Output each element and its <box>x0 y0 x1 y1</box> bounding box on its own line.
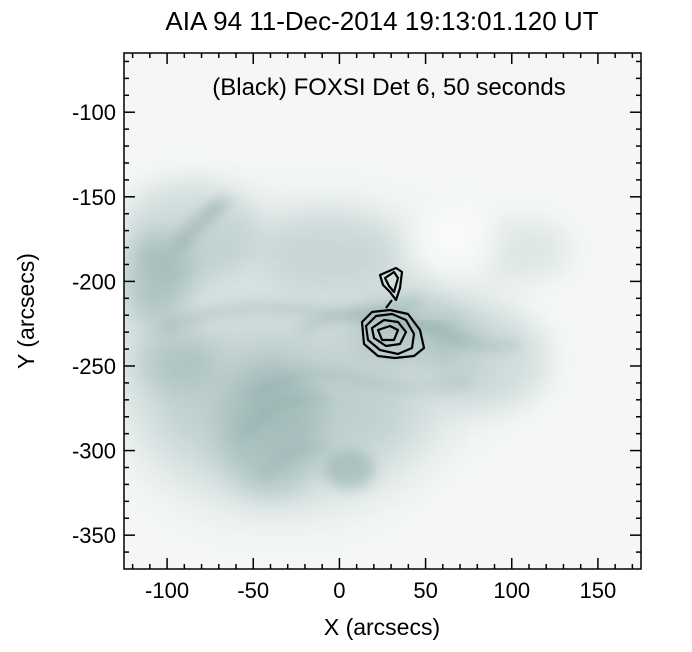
x-tick-label: 50 <box>413 578 437 603</box>
contour-main-outer <box>360 308 426 360</box>
y-tick-label: -150 <box>72 185 116 210</box>
y-tick-label: -200 <box>72 269 116 294</box>
plot-frame <box>123 52 642 570</box>
y-axis-label: Y (arcsecs) <box>13 253 39 369</box>
contour-main-level3 <box>370 318 408 348</box>
y-tick-label: -250 <box>72 354 116 379</box>
contour-north-outer <box>378 266 404 302</box>
contour-annotation: (Black) FOXSI Det 6, 50 seconds <box>212 74 565 101</box>
contour-north-inner <box>383 270 400 294</box>
x-axis-label: X (arcsecs) <box>324 614 440 640</box>
x-tick-label: 0 <box>333 578 345 603</box>
foxsi-contours <box>360 266 426 360</box>
bright-patch <box>410 210 500 280</box>
x-tick-label: 100 <box>493 578 530 603</box>
y-axis-ticks <box>124 60 641 553</box>
y-tick-label: -350 <box>72 523 116 548</box>
x-axis-ticks <box>131 53 634 569</box>
x-tick-label: -100 <box>145 578 189 603</box>
y-tick-label: -100 <box>72 100 116 125</box>
y-tick-label: -300 <box>72 439 116 464</box>
contour-main-level2 <box>364 312 416 356</box>
x-tick-label: 150 <box>580 578 617 603</box>
contour-main-level4 <box>376 324 400 342</box>
x-axis-tick-labels: -100 -50 0 50 100 150 <box>145 578 616 603</box>
y-axis-tick-labels: -100 -150 -200 -250 -300 -350 <box>72 100 116 548</box>
figure-title: AIA 94 11-Dec-2014 19:13:01.120 UT <box>165 6 598 36</box>
x-tick-label: -50 <box>237 578 269 603</box>
contour-bridge <box>385 299 393 309</box>
solar-image <box>124 53 641 569</box>
